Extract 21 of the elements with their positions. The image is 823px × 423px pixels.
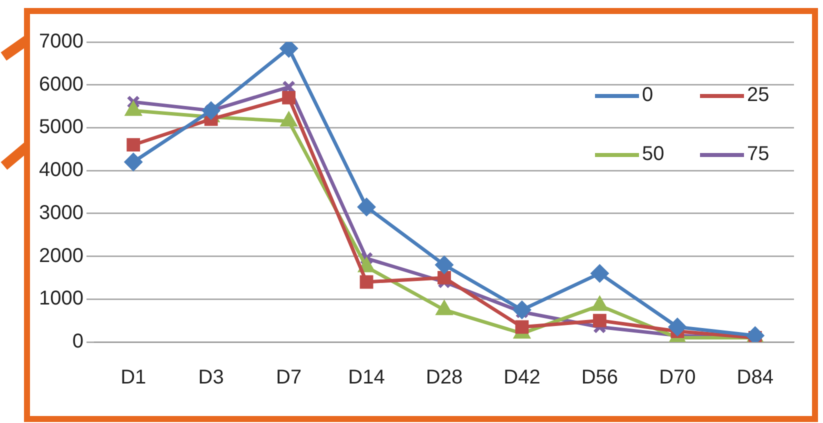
y-tick-label: 2000 bbox=[38, 244, 84, 267]
legend-label: 25 bbox=[747, 84, 770, 107]
x-tick-label: D84 bbox=[736, 366, 774, 389]
legend-label: 0 bbox=[642, 84, 654, 107]
y-tick-label: 0 bbox=[72, 330, 84, 353]
x-tick-label: D28 bbox=[426, 366, 463, 389]
x-tick-label: D56 bbox=[581, 366, 618, 389]
y-tick-label: 4000 bbox=[38, 159, 84, 182]
y-tick-label: 6000 bbox=[38, 73, 84, 96]
x-tick-label: D42 bbox=[504, 366, 540, 389]
legend-label: 75 bbox=[747, 143, 770, 166]
x-tick-label: D14 bbox=[348, 366, 385, 389]
y-tick-label: 3000 bbox=[38, 202, 84, 224]
y-tick-label: 1000 bbox=[38, 288, 84, 310]
y-tick-label: 5000 bbox=[38, 116, 84, 138]
x-tick-label: D3 bbox=[198, 366, 224, 389]
y-tick-label: 7000 bbox=[38, 30, 84, 53]
x-tick-label: D70 bbox=[659, 366, 696, 389]
x-tick-label: D7 bbox=[276, 366, 302, 389]
legend-label: 50 bbox=[642, 143, 664, 166]
x-tick-label: D1 bbox=[120, 366, 146, 389]
